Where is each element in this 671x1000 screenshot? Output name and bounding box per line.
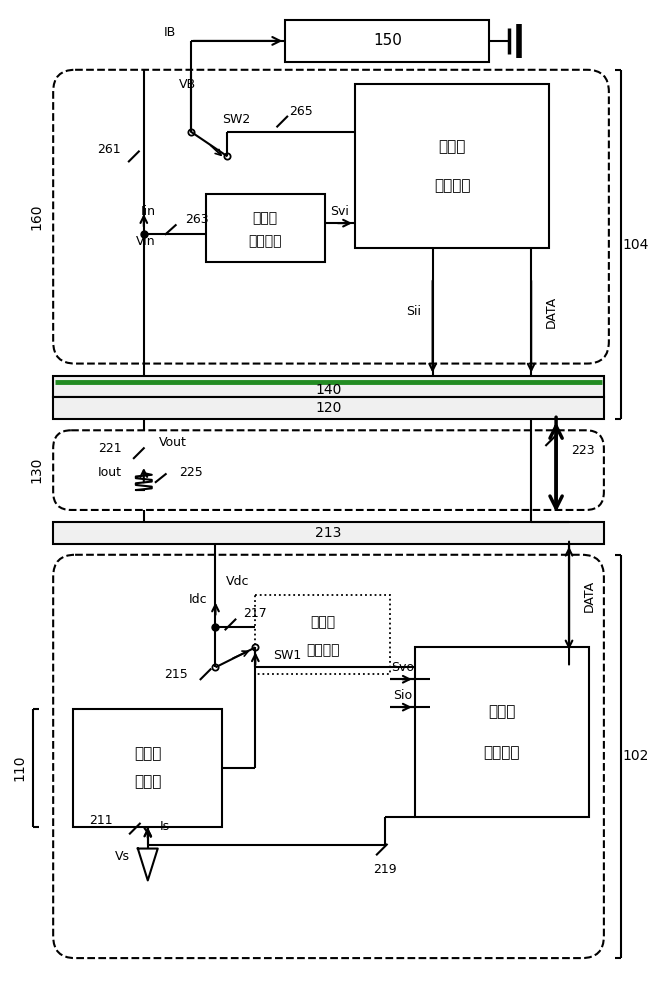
Text: 140: 140 bbox=[315, 383, 342, 397]
Text: 换电路: 换电路 bbox=[134, 774, 162, 789]
Bar bbox=[53, 376, 604, 397]
Bar bbox=[415, 647, 589, 817]
Text: 控制电路: 控制电路 bbox=[484, 745, 520, 760]
Bar bbox=[285, 20, 489, 62]
Text: 感测电路: 感测电路 bbox=[306, 643, 340, 657]
Text: 261: 261 bbox=[97, 143, 121, 156]
Text: 装置端: 装置端 bbox=[438, 139, 466, 154]
Text: 160: 160 bbox=[30, 203, 43, 230]
Text: 供电端: 供电端 bbox=[488, 704, 515, 719]
Text: Vs: Vs bbox=[115, 850, 130, 863]
Text: IB: IB bbox=[164, 26, 176, 39]
Text: DATA: DATA bbox=[545, 296, 558, 328]
Text: VB: VB bbox=[178, 78, 196, 91]
Text: 263: 263 bbox=[186, 213, 209, 226]
Text: 120: 120 bbox=[315, 401, 342, 415]
Text: Sii: Sii bbox=[406, 305, 421, 318]
Text: 265: 265 bbox=[289, 105, 313, 118]
Bar bbox=[355, 84, 549, 248]
Text: Vin: Vin bbox=[136, 235, 156, 248]
Text: Svo: Svo bbox=[391, 661, 414, 674]
Text: SW2: SW2 bbox=[223, 113, 251, 126]
Text: 130: 130 bbox=[30, 457, 43, 483]
Text: 223: 223 bbox=[571, 444, 595, 457]
Text: Iin: Iin bbox=[141, 205, 156, 218]
Bar bbox=[205, 194, 325, 262]
Text: Iout: Iout bbox=[98, 466, 122, 479]
Text: Vout: Vout bbox=[159, 436, 187, 449]
Bar bbox=[256, 595, 390, 674]
Text: 供电端: 供电端 bbox=[310, 615, 335, 629]
Text: 219: 219 bbox=[373, 863, 397, 876]
Text: 控制电路: 控制电路 bbox=[433, 178, 470, 193]
Text: 102: 102 bbox=[623, 749, 649, 763]
Text: 213: 213 bbox=[315, 526, 342, 540]
Bar bbox=[53, 397, 604, 419]
Text: SW1: SW1 bbox=[273, 649, 301, 662]
Text: 110: 110 bbox=[12, 755, 26, 781]
Text: 150: 150 bbox=[373, 33, 402, 48]
Text: Is: Is bbox=[160, 820, 170, 833]
Text: 211: 211 bbox=[89, 814, 113, 827]
Text: DATA: DATA bbox=[583, 580, 596, 612]
Text: Svi: Svi bbox=[331, 205, 350, 218]
Text: Idc: Idc bbox=[189, 593, 207, 606]
Text: 装置端: 装置端 bbox=[253, 211, 278, 225]
Text: 电源转: 电源转 bbox=[134, 746, 162, 761]
Text: 221: 221 bbox=[98, 442, 122, 455]
Text: 215: 215 bbox=[164, 668, 188, 681]
Text: 225: 225 bbox=[178, 466, 203, 479]
Bar bbox=[73, 709, 223, 827]
Text: 感测电路: 感测电路 bbox=[248, 235, 282, 249]
Text: Sio: Sio bbox=[393, 689, 412, 702]
Text: 104: 104 bbox=[623, 238, 649, 252]
Bar bbox=[53, 522, 604, 544]
Text: Vdc: Vdc bbox=[225, 575, 249, 588]
Text: 217: 217 bbox=[244, 607, 267, 620]
